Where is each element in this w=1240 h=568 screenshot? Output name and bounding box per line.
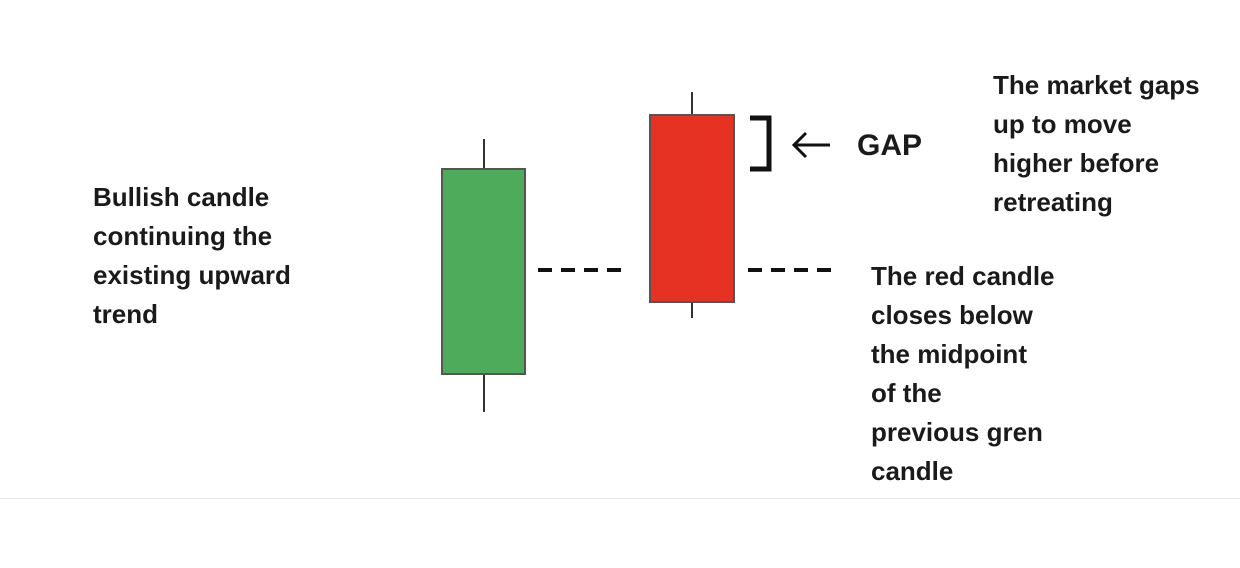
gap-label: GAP: [857, 129, 923, 162]
annotation-line: up to move: [993, 109, 1132, 139]
annotation-line: previous gren: [871, 417, 1043, 447]
red-candle: [649, 92, 735, 318]
bottom-divider: [0, 498, 1240, 499]
annotation-line: Bullish candle: [93, 182, 270, 212]
annotation-line: trend: [93, 299, 158, 329]
annotation-line: the midpoint: [871, 339, 1027, 369]
annotation-line: of the: [871, 378, 942, 408]
annotation-line: candle: [871, 456, 954, 486]
green-candle-body: [441, 168, 526, 375]
bullish-candle-annotation: Bullish candle continuing the existing u…: [93, 178, 291, 334]
red-candle-close-annotation: The red candle closes below the midpoint…: [871, 257, 1055, 491]
gap-up-annotation: The market gaps up to move higher before…: [993, 66, 1200, 222]
left-arrow-icon: [791, 131, 830, 159]
annotation-line: higher before: [993, 148, 1160, 178]
bracket-icon: [750, 115, 772, 172]
annotation-line: continuing the: [93, 221, 273, 251]
red-candle-body: [649, 114, 735, 303]
annotation-line: retreating: [993, 187, 1113, 217]
annotation-line: The red candle: [871, 261, 1055, 291]
annotation-line: closes below: [871, 300, 1033, 330]
annotation-line: existing upward: [93, 260, 291, 290]
green-candle: [441, 139, 526, 412]
annotation-line: The market gaps: [993, 70, 1200, 100]
